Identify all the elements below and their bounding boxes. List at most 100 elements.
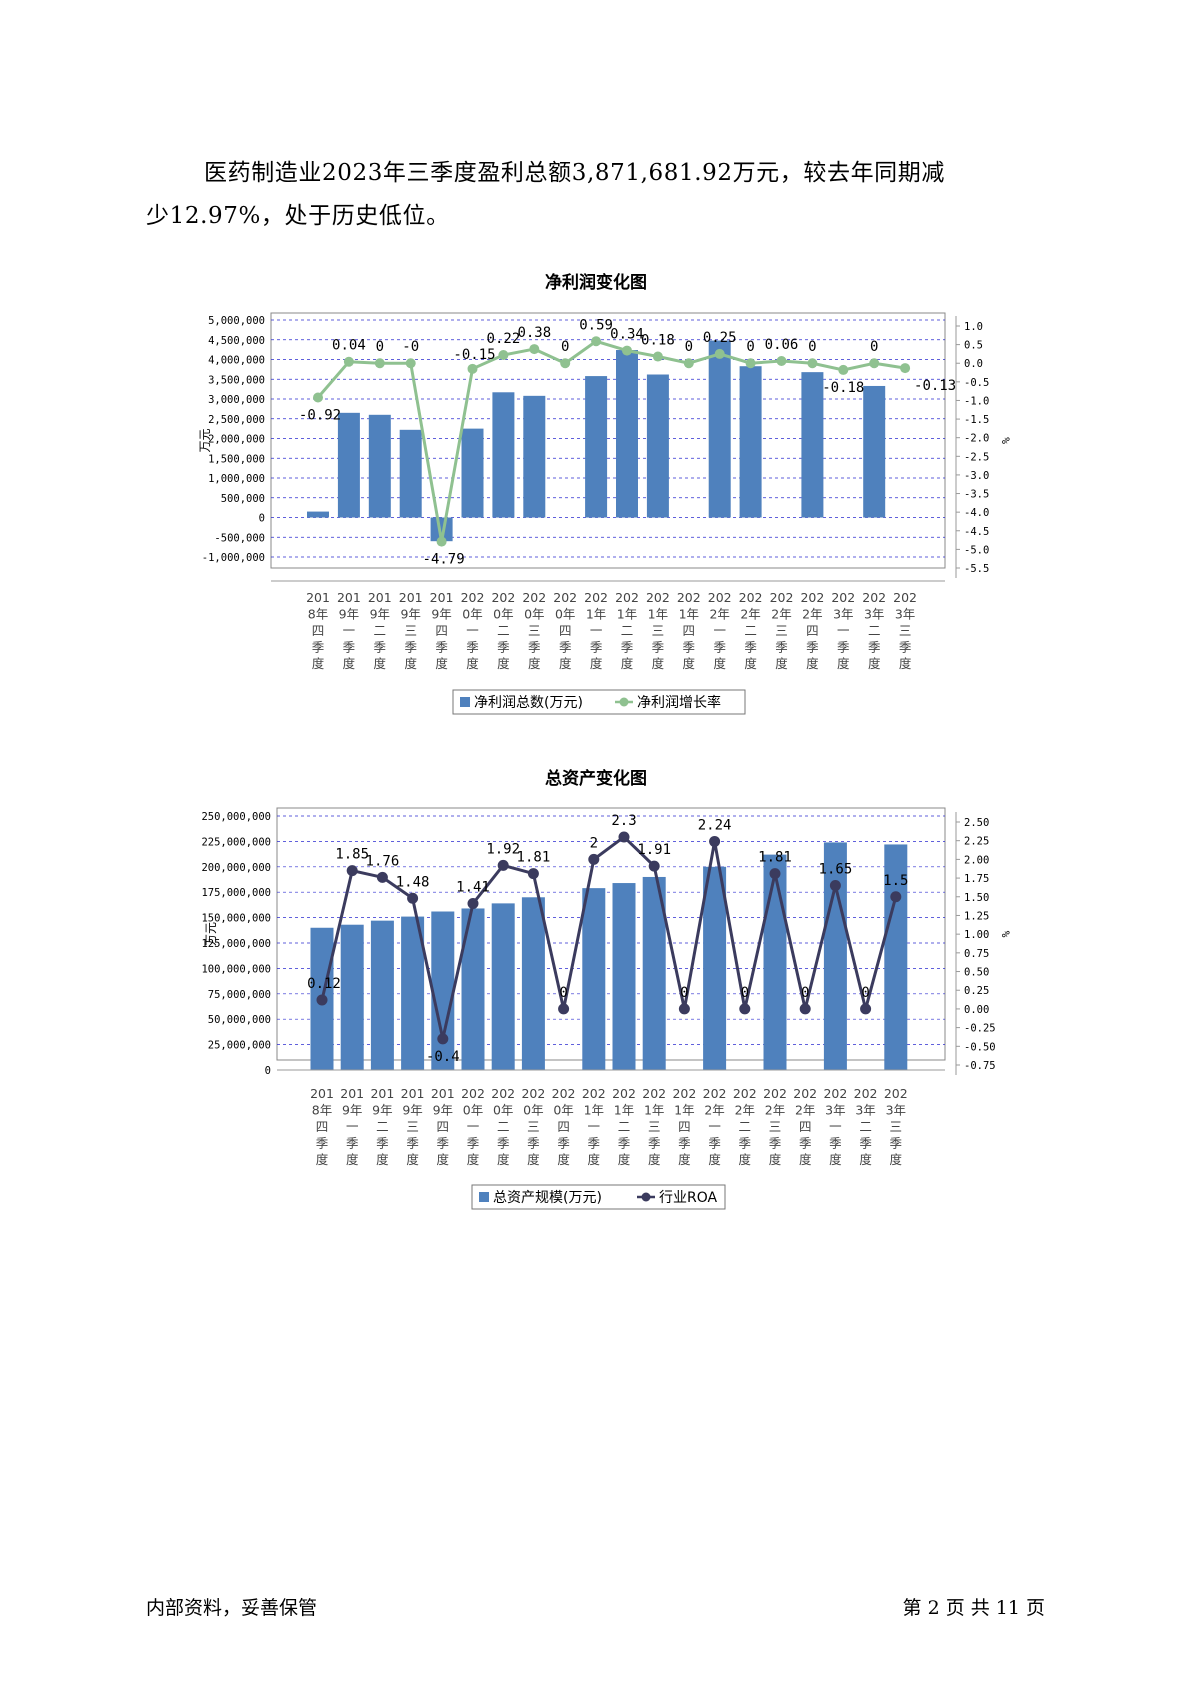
x-tick-label: 度 [806, 656, 819, 671]
data-label: 0.38 [517, 325, 551, 341]
x-tick-label: 度 [466, 656, 479, 671]
data-label: 1.41 [456, 879, 490, 895]
data-label: 1.81 [758, 850, 792, 866]
x-tick-label: 202 [770, 590, 794, 605]
x-tick-label: 3年 [864, 607, 884, 622]
bar [492, 392, 515, 518]
x-tick-label: 202 [584, 590, 608, 605]
x-tick-label: 度 [739, 1152, 752, 1167]
x-tick-label: 度 [588, 1152, 601, 1167]
data-label: 0 [808, 339, 816, 355]
x-tick-label: 度 [652, 656, 665, 671]
x-tick-label: 三 [406, 1119, 419, 1134]
x-tick-label: 202 [862, 590, 886, 605]
bar [642, 876, 666, 1070]
y-left-tick-label: 4,500,000 [208, 335, 265, 347]
x-tick-label: 二 [744, 623, 757, 638]
line-point [436, 536, 447, 547]
legend-swatch-dot [619, 697, 629, 707]
x-tick-label: 2年 [765, 1103, 785, 1118]
x-tick-label: 9年 [400, 607, 420, 622]
x-tick-label: 季 [618, 1136, 631, 1151]
x-tick-label: 0年 [555, 607, 575, 622]
y-right-tick-label: -0.5 [964, 377, 989, 389]
x-tick-label: 0年 [462, 607, 482, 622]
x-tick-label: 202 [552, 1086, 576, 1101]
bar [703, 866, 727, 1070]
x-tick-label: 2年 [704, 1103, 724, 1118]
x-tick-label: 度 [404, 656, 417, 671]
x-tick-label: 1年 [648, 607, 668, 622]
x-tick-label: 0年 [493, 1103, 513, 1118]
line-point [407, 892, 419, 904]
y-right-tick-label: 2.50 [964, 817, 989, 829]
y-left-tick-label: 50,000,000 [208, 1014, 271, 1026]
x-tick-label: 度 [435, 656, 448, 671]
x-tick-label: 季 [621, 640, 634, 655]
total-assets-chart: 总资产变化图250,000,000225,000,000200,000,0001… [201, 768, 1012, 1210]
x-tick-label: 1年 [614, 1103, 634, 1118]
x-tick-label: 季 [588, 1136, 601, 1151]
data-label: 0.18 [641, 333, 675, 349]
x-tick-label: 202 [582, 1086, 606, 1101]
x-tick-label: 201 [370, 1086, 394, 1101]
x-tick-label: 1年 [584, 1103, 604, 1118]
y-left-tick-label: 200,000,000 [201, 862, 271, 874]
y-right-tick-label: -4.5 [964, 526, 989, 538]
x-tick-label: 202 [553, 590, 577, 605]
x-tick-label: 一 [837, 623, 850, 638]
x-tick-label: 四 [678, 1119, 691, 1134]
data-label: -4.79 [423, 552, 465, 568]
paragraph-line-2: 少12.97%，处于历史低位。 [146, 203, 450, 229]
bar [337, 412, 360, 518]
x-tick-label: 度 [346, 1152, 359, 1167]
y-left-tick-label: 2,500,000 [208, 414, 265, 426]
x-tick-label: 0年 [523, 1103, 543, 1118]
y-right-tick-label: -5.5 [964, 563, 989, 575]
x-tick-label: 度 [708, 1152, 721, 1167]
data-label: 1.91 [637, 842, 671, 858]
line-point [467, 363, 478, 374]
line-point [558, 1003, 570, 1015]
x-tick-label: 201 [368, 590, 392, 605]
x-tick-label: 度 [899, 656, 912, 671]
y-right-tick-label: 0.5 [964, 340, 983, 352]
x-tick-label: 二 [376, 1119, 389, 1134]
data-label: 0.04 [332, 338, 366, 354]
y-left-tick-label: 1,000,000 [208, 473, 265, 485]
x-tick-label: 二 [618, 1119, 631, 1134]
data-label: 1.92 [486, 841, 520, 857]
x-tick-label: 度 [648, 1152, 661, 1167]
x-tick-label: 1年 [674, 1103, 694, 1118]
y-left-axis-label: 万元 [198, 428, 212, 452]
x-tick-label: 2年 [735, 1103, 755, 1118]
x-tick-label: 3年 [895, 607, 915, 622]
y-left-tick-label: 500,000 [221, 493, 265, 505]
bar [399, 429, 422, 518]
x-tick-label: 季 [652, 640, 665, 655]
bar [763, 854, 787, 1070]
x-tick-label: 201 [430, 590, 454, 605]
line-point [316, 994, 328, 1006]
bar [823, 842, 847, 1070]
x-tick-label: 202 [672, 1086, 696, 1101]
x-tick-label: 季 [739, 1136, 752, 1151]
series-line [316, 339, 906, 542]
x-tick-label: 季 [497, 1136, 510, 1151]
x-tick-label: 202 [703, 1086, 727, 1101]
x-tick-label: 201 [401, 1086, 425, 1101]
x-tick-label: 二 [621, 623, 634, 638]
x-tick-label: 9年 [433, 1103, 453, 1118]
x-tick-label: 一 [713, 623, 726, 638]
bar [612, 883, 636, 1070]
x-tick-label: 四 [683, 623, 696, 638]
x-tick-label: 202 [793, 1086, 817, 1101]
x-tick-label: 202 [893, 590, 917, 605]
x-tick-label: 度 [775, 656, 788, 671]
x-tick-label: 2年 [802, 607, 822, 622]
line-point [714, 348, 725, 359]
x-tick-label: 202 [491, 590, 515, 605]
x-tick-label: 202 [800, 590, 824, 605]
y-left-tick-label: 175,000,000 [201, 887, 271, 899]
y-left-tick-label: 75,000,000 [208, 989, 271, 1001]
